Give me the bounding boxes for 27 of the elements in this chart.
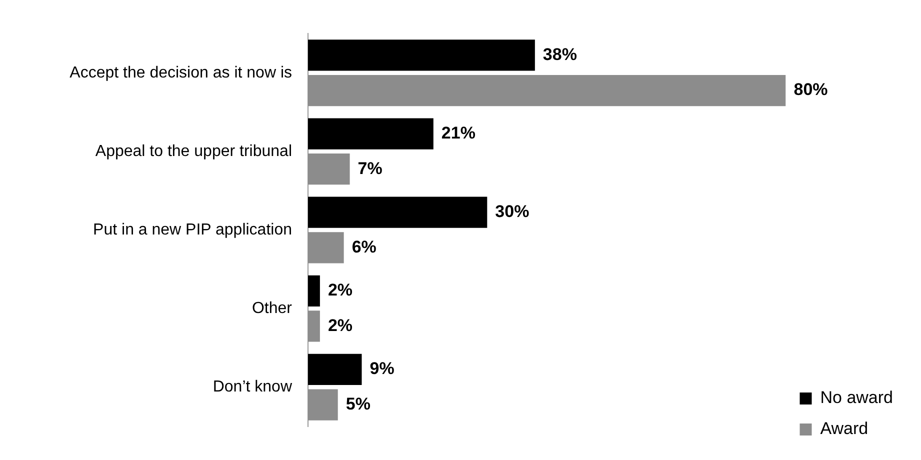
y-tick-label: Accept the decision as it now is	[70, 64, 292, 82]
bar	[308, 310, 320, 342]
legend-label: No award	[820, 388, 894, 408]
data-label: 9%	[370, 359, 394, 378]
data-label: 30%	[495, 202, 530, 222]
bar	[308, 275, 320, 306]
bar	[308, 389, 338, 420]
bar	[308, 232, 344, 264]
data-label: 2%	[328, 316, 353, 335]
data-label: 21%	[441, 123, 476, 142]
data-label: 7%	[358, 158, 382, 178]
bar	[308, 118, 434, 150]
bar	[308, 196, 488, 228]
y-tick-label: Appeal to the upper tribunal	[95, 142, 292, 160]
data-label: 6%	[352, 237, 376, 256]
data-label: 2%	[328, 280, 353, 300]
bar	[308, 75, 786, 106]
legend-label: Award	[820, 419, 868, 438]
bar	[308, 154, 350, 185]
bar	[308, 40, 535, 71]
data-label: 5%	[346, 394, 370, 414]
data-label: 38%	[542, 44, 577, 64]
y-tick-label: Put in a new PIP application	[93, 221, 292, 238]
y-tick-label: Don’t know	[212, 378, 292, 396]
data-label: 80%	[794, 80, 828, 100]
bar	[308, 354, 362, 385]
y-tick-label: Other	[252, 300, 293, 317]
